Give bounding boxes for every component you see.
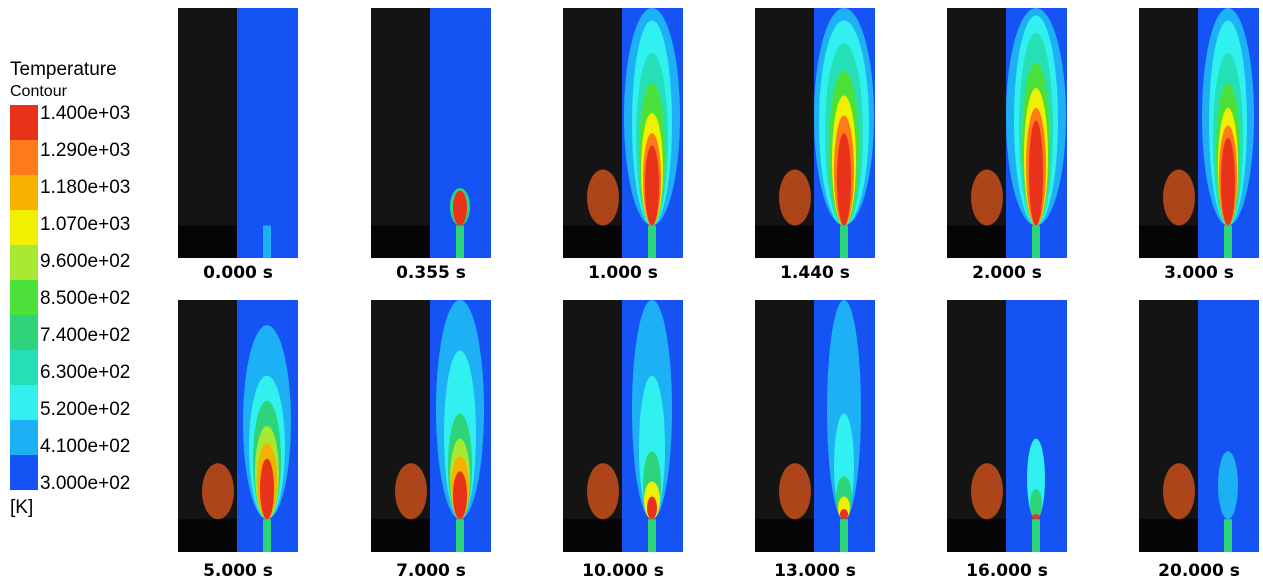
fire-photo bbox=[587, 463, 619, 519]
colorbar-band bbox=[10, 245, 38, 280]
fire-photo bbox=[779, 170, 811, 226]
flame-contour bbox=[840, 509, 848, 519]
colorbar-band bbox=[10, 385, 38, 420]
colorbar-band bbox=[10, 105, 38, 140]
flame-contour bbox=[453, 191, 467, 226]
photo bbox=[371, 8, 430, 258]
colorbar-label: 1.290e+03 bbox=[40, 140, 130, 161]
inlet bbox=[456, 226, 464, 259]
colorbar-band bbox=[10, 280, 38, 315]
colorbar-label: 3.000e+02 bbox=[40, 473, 130, 494]
colorbar-label: 1.180e+03 bbox=[40, 177, 130, 198]
fire-photo bbox=[587, 170, 619, 226]
flame-contour bbox=[1221, 138, 1235, 226]
colorbar: 1.400e+03 1.290e+03 1.180e+03 1.070e+03 9.60… bbox=[10, 103, 130, 494]
photo-floor bbox=[755, 519, 814, 552]
inlet bbox=[1224, 519, 1232, 552]
photo-floor bbox=[371, 226, 430, 259]
colorbar-band bbox=[10, 350, 38, 385]
photo-floor bbox=[563, 519, 622, 552]
photo-floor bbox=[947, 226, 1006, 259]
photo bbox=[563, 300, 622, 552]
fire-photo bbox=[779, 463, 811, 519]
panel-label: 20.000 s bbox=[1158, 561, 1240, 581]
photo bbox=[563, 8, 622, 258]
panel-label: 7.000 s bbox=[396, 561, 466, 581]
photo-floor bbox=[1139, 226, 1198, 259]
colorbar-band bbox=[10, 175, 38, 210]
colorbar-label: 4.100e+02 bbox=[40, 436, 130, 457]
legend-unit: [K] bbox=[10, 497, 33, 518]
photo bbox=[755, 300, 814, 552]
panels: 0.000 s 0.355 s 1.000 s 1.440 s 2.000 s 3.000… bbox=[178, 8, 1259, 581]
colorbar-band bbox=[10, 420, 38, 455]
colorbar-label: 1.400e+03 bbox=[40, 103, 130, 124]
panel-label: 5.000 s bbox=[203, 561, 273, 581]
flame-contour bbox=[647, 497, 657, 520]
inlet bbox=[840, 226, 848, 259]
photo bbox=[947, 8, 1006, 258]
photo bbox=[1139, 8, 1198, 258]
panel-label: 1.440 s bbox=[780, 263, 850, 283]
colorbar-band bbox=[10, 455, 38, 490]
flame-contour bbox=[260, 459, 274, 519]
flame-contour bbox=[1218, 451, 1238, 519]
flame-contour bbox=[837, 133, 851, 226]
inlet bbox=[648, 226, 656, 259]
flame-contour bbox=[453, 471, 467, 519]
fire-photo bbox=[395, 463, 427, 519]
photo bbox=[755, 8, 814, 258]
photo-floor bbox=[947, 519, 1006, 552]
colorbar-band bbox=[10, 140, 38, 175]
inlet bbox=[1224, 226, 1232, 259]
simulation bbox=[237, 8, 298, 258]
panel-label: 1.000 s bbox=[588, 263, 658, 283]
fire-photo bbox=[1163, 170, 1195, 226]
colorbar-label: 9.600e+02 bbox=[40, 251, 130, 272]
photo-floor bbox=[755, 226, 814, 259]
flame-contour bbox=[1029, 121, 1043, 226]
photo bbox=[947, 300, 1006, 552]
legend-title: Temperature bbox=[10, 59, 117, 80]
photo bbox=[178, 300, 237, 552]
panel-label: 0.000 s bbox=[203, 263, 273, 283]
colorbar-band bbox=[10, 210, 38, 245]
flame-contour bbox=[645, 146, 659, 226]
colorbar-label: 1.070e+03 bbox=[40, 214, 130, 235]
photo-floor bbox=[563, 226, 622, 259]
inlet bbox=[648, 519, 656, 552]
colorbar-label: 5.200e+02 bbox=[40, 399, 130, 420]
inlet bbox=[1032, 519, 1040, 552]
panel-label: 13.000 s bbox=[774, 561, 856, 581]
fire-photo bbox=[1163, 463, 1195, 519]
panel-label: 10.000 s bbox=[582, 561, 664, 581]
flame-contour bbox=[1032, 514, 1040, 519]
inlet bbox=[263, 226, 271, 259]
figure: Temperature Contour [K] 1.400e+03 1.290e+… bbox=[0, 0, 1263, 586]
fire-photo bbox=[971, 170, 1003, 226]
panel-label: 16.000 s bbox=[966, 561, 1048, 581]
inlet bbox=[263, 519, 271, 552]
panel-label: 2.000 s bbox=[972, 263, 1042, 283]
colorbar-label: 7.400e+02 bbox=[40, 325, 130, 346]
fire-photo bbox=[971, 463, 1003, 519]
panel-label: 3.000 s bbox=[1164, 263, 1234, 283]
photo bbox=[1139, 300, 1198, 552]
inlet bbox=[1032, 226, 1040, 259]
photo-floor bbox=[371, 519, 430, 552]
photo-floor bbox=[1139, 519, 1198, 552]
photo bbox=[178, 8, 237, 258]
inlet bbox=[456, 519, 464, 552]
photo bbox=[371, 300, 430, 552]
photo-floor bbox=[178, 226, 237, 259]
panel-label: 0.355 s bbox=[396, 263, 466, 283]
fire-photo bbox=[202, 463, 234, 519]
inlet bbox=[840, 519, 848, 552]
colorbar-label: 8.500e+02 bbox=[40, 288, 130, 309]
photo-floor bbox=[178, 519, 237, 552]
colorbar-label: 6.300e+02 bbox=[40, 362, 130, 383]
legend-subtitle: Contour bbox=[10, 83, 68, 100]
colorbar-band bbox=[10, 315, 38, 350]
